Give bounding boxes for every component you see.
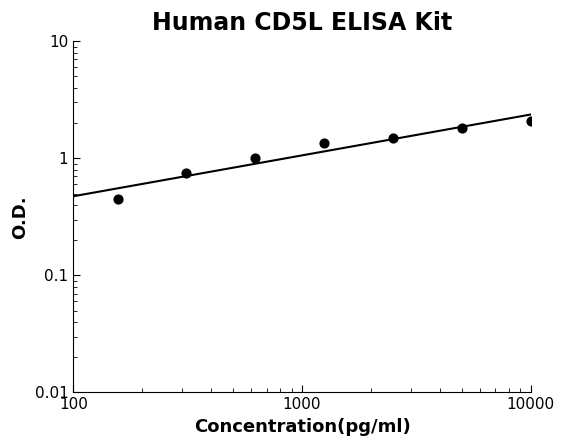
Point xyxy=(251,155,260,162)
Point xyxy=(182,169,191,177)
Point xyxy=(526,117,535,124)
Point xyxy=(113,195,122,202)
Title: Human CD5L ELISA Kit: Human CD5L ELISA Kit xyxy=(152,11,452,35)
X-axis label: Concentration(pg/ml): Concentration(pg/ml) xyxy=(194,418,410,436)
Point xyxy=(457,125,466,132)
Point xyxy=(389,134,398,141)
Point xyxy=(320,139,329,147)
Y-axis label: O.D.: O.D. xyxy=(11,195,29,239)
